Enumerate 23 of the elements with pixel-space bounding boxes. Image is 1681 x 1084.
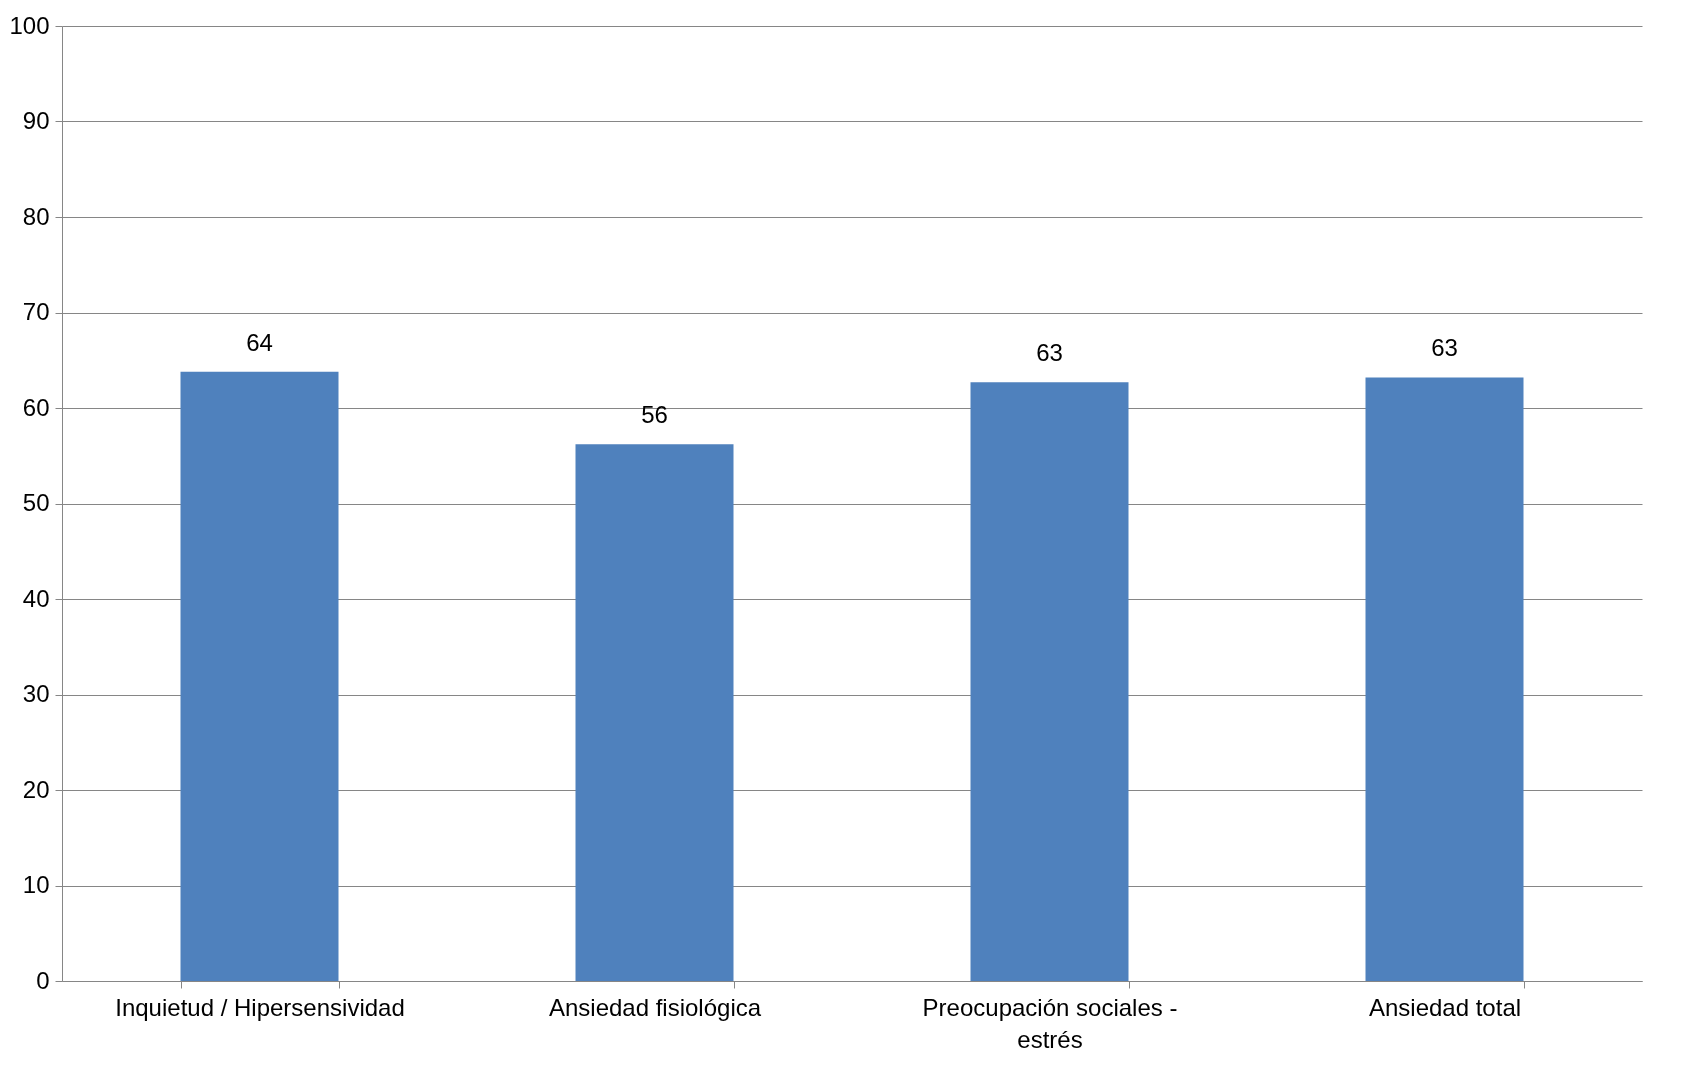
y-tick-label: 30 bbox=[22, 680, 50, 707]
data-label: 56 bbox=[641, 401, 668, 429]
x-tick-label: Preocupación sociales - estrés bbox=[922, 993, 1178, 1053]
data-label: 63 bbox=[1036, 339, 1063, 367]
x-tick-label: Ansiedad fisiológica bbox=[548, 993, 762, 1021]
bar bbox=[180, 371, 339, 981]
y-tick-label: 0 bbox=[36, 966, 50, 994]
y-tick-label: 70 bbox=[22, 298, 50, 325]
bar bbox=[970, 382, 1129, 981]
data-label: 63 bbox=[1431, 334, 1458, 362]
x-tick-label: Inquietud / Hipersensividad bbox=[115, 993, 405, 1021]
bar bbox=[575, 444, 734, 981]
y-tick-label: 80 bbox=[22, 202, 50, 230]
y-tick-label: 10 bbox=[22, 871, 50, 898]
y-tick-label: 40 bbox=[22, 584, 50, 612]
y-tick-label: 20 bbox=[22, 775, 50, 803]
y-tick-label: 90 bbox=[22, 107, 50, 134]
data-label: 64 bbox=[246, 328, 273, 356]
bar bbox=[1365, 377, 1524, 981]
y-tick-label: 50 bbox=[22, 489, 50, 516]
y-tick-label: 100 bbox=[9, 11, 50, 39]
x-tick-label: Ansiedad total bbox=[1368, 993, 1522, 1021]
y-tick-label: 60 bbox=[22, 393, 50, 421]
